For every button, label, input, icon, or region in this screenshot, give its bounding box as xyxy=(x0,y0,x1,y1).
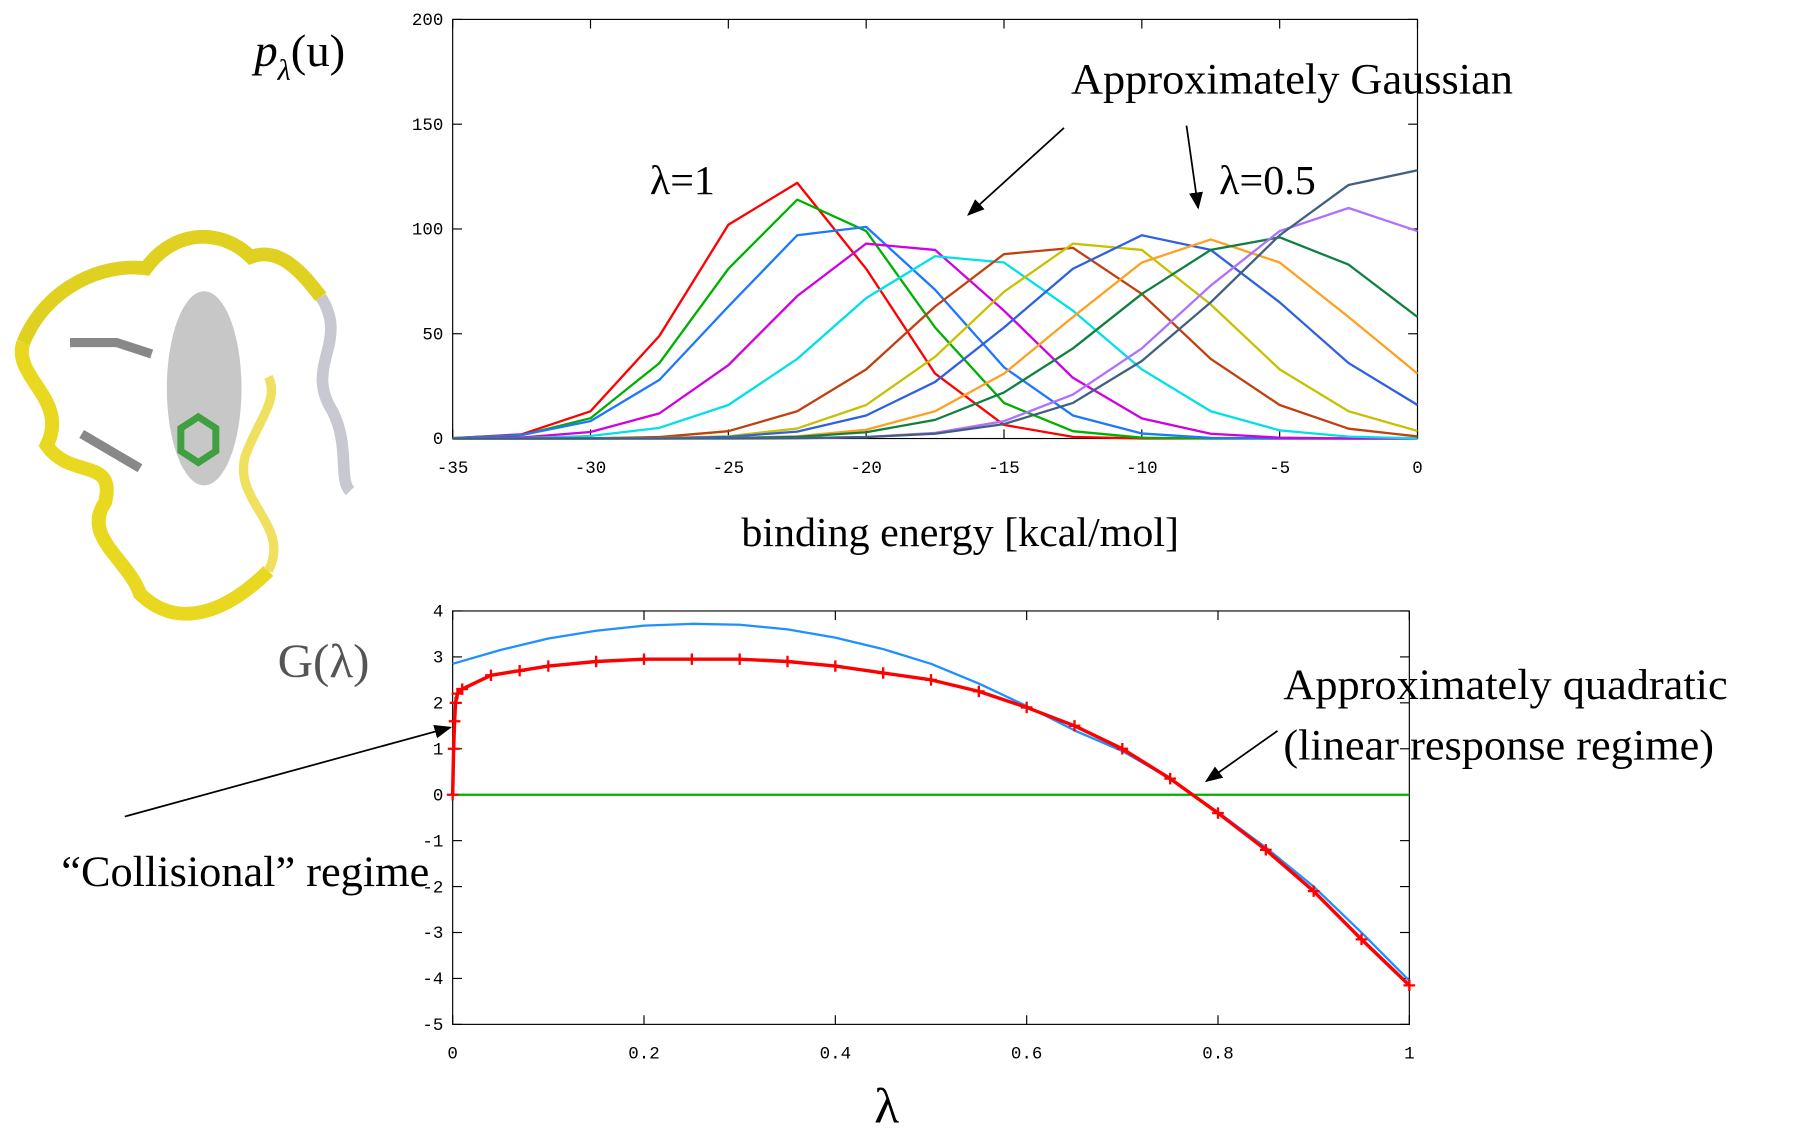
marker xyxy=(733,653,746,665)
marker xyxy=(1403,979,1416,992)
marker xyxy=(446,788,459,801)
y-tick-label: 3 xyxy=(433,650,444,669)
x-axis-label: binding energy [kcal/mol] xyxy=(741,509,1179,555)
arrow xyxy=(967,127,1065,216)
marker xyxy=(590,655,602,668)
marker xyxy=(447,743,460,755)
ribbon xyxy=(315,293,355,496)
x-tick-label: -30 xyxy=(575,460,606,479)
chart-1: pλ(u) binding energy [kcal/mol] Approxim… xyxy=(251,26,1513,555)
series-line xyxy=(452,236,1419,440)
series-line xyxy=(452,242,1418,440)
y-tick-label: -1 xyxy=(422,833,443,852)
protein-illustration xyxy=(14,230,355,621)
annotation: λ=1 xyxy=(650,158,715,204)
marker xyxy=(485,669,497,681)
annotation: λ=0.5 xyxy=(1219,158,1316,204)
marker xyxy=(1020,701,1033,714)
y-tick-label: 150 xyxy=(412,117,443,136)
x-tick-label: -5 xyxy=(1269,460,1290,479)
ribbon xyxy=(14,340,274,621)
x-tick-label: -10 xyxy=(1126,460,1157,479)
annotation: Approximately quadratic xyxy=(1283,661,1727,708)
series-line xyxy=(452,234,1419,440)
marker xyxy=(1307,885,1320,897)
y-axis-label: G(λ) xyxy=(278,636,370,688)
marker xyxy=(973,685,985,698)
x-tick-label: -25 xyxy=(713,460,744,479)
marker xyxy=(1355,933,1368,946)
series-line xyxy=(452,238,1419,440)
y-tick-label: 50 xyxy=(422,327,443,346)
y-tick-label: 0 xyxy=(433,788,444,807)
y-tick-label: 2 xyxy=(433,696,444,715)
y-axis-label: (u) xyxy=(291,26,345,76)
annotation: (linear response regime) xyxy=(1283,722,1714,769)
x-tick-label: -15 xyxy=(988,460,1019,479)
side-chain xyxy=(70,338,154,473)
y-tick-label: -2 xyxy=(422,879,443,898)
x-tick-label: 0.6 xyxy=(1011,1046,1042,1065)
y-tick-label: 0 xyxy=(433,431,444,450)
plot: -5 -4 -3 -2 -1 0 1 2 3 4 0 0.2 0.4 0.6 0.8 1 xyxy=(422,604,1416,1065)
annotation: Approximately Gaussian xyxy=(1071,56,1513,103)
arrows xyxy=(124,125,1279,818)
x-tick-label: 0.2 xyxy=(628,1046,659,1065)
x-tick-label: 1 xyxy=(1404,1046,1415,1065)
ligand xyxy=(177,412,220,467)
marker xyxy=(449,697,462,709)
ribbon xyxy=(238,374,279,574)
marker xyxy=(1212,807,1224,819)
marker xyxy=(1164,772,1176,785)
marker xyxy=(877,667,889,679)
series-line xyxy=(452,242,1418,440)
x-tick-label: -35 xyxy=(437,460,468,479)
marker xyxy=(781,655,794,668)
y-tick-label: -3 xyxy=(422,925,443,944)
y-tick-label: 200 xyxy=(412,12,443,31)
y-tick-label: -4 xyxy=(422,971,443,990)
marker xyxy=(542,660,555,672)
y-tick-label: -5 xyxy=(422,1017,443,1036)
marker xyxy=(448,715,461,727)
series-line xyxy=(452,225,1418,440)
plot-frame xyxy=(452,610,1410,1025)
y-axis-label: λ xyxy=(277,54,291,87)
x-axis-label: λ xyxy=(874,1078,899,1133)
y-axis-label: pλ(u) xyxy=(251,26,345,87)
series-line xyxy=(452,246,1418,440)
annotation: “Collisional” regime xyxy=(61,849,429,896)
marker xyxy=(638,653,650,665)
marker xyxy=(1116,743,1129,755)
y-tick-label: 1 xyxy=(433,742,444,761)
x-tick-label: 0 xyxy=(447,1046,458,1065)
y-tick-label: 4 xyxy=(433,604,444,623)
x-tick-label: -20 xyxy=(850,460,881,479)
marker xyxy=(829,660,842,672)
arrow xyxy=(124,725,453,818)
x-tick-label: 0.4 xyxy=(820,1046,851,1065)
marker xyxy=(686,653,698,665)
plot: 0 50 100 150 200 -35 -30 -25 -20 -15 -10 -5 0 xyxy=(412,12,1423,478)
marker xyxy=(456,683,469,695)
cavity xyxy=(166,291,242,486)
y-tick-label: 100 xyxy=(412,222,443,241)
marker xyxy=(1260,844,1272,856)
series-line xyxy=(452,169,1418,440)
chart-2: G(λ) λ Approximately quadratic (linear r… xyxy=(61,636,1727,1134)
series-line xyxy=(450,657,1411,987)
marker xyxy=(925,674,937,686)
arrow xyxy=(1204,730,1279,783)
series-line xyxy=(452,255,1418,440)
y-axis-label: p xyxy=(251,26,277,76)
x-tick-label: 0.8 xyxy=(1202,1046,1233,1065)
ribbon xyxy=(16,230,327,346)
marker xyxy=(513,664,526,677)
x-tick-label: 0 xyxy=(1412,460,1423,479)
arrow xyxy=(1185,125,1203,210)
marker xyxy=(1068,720,1081,732)
